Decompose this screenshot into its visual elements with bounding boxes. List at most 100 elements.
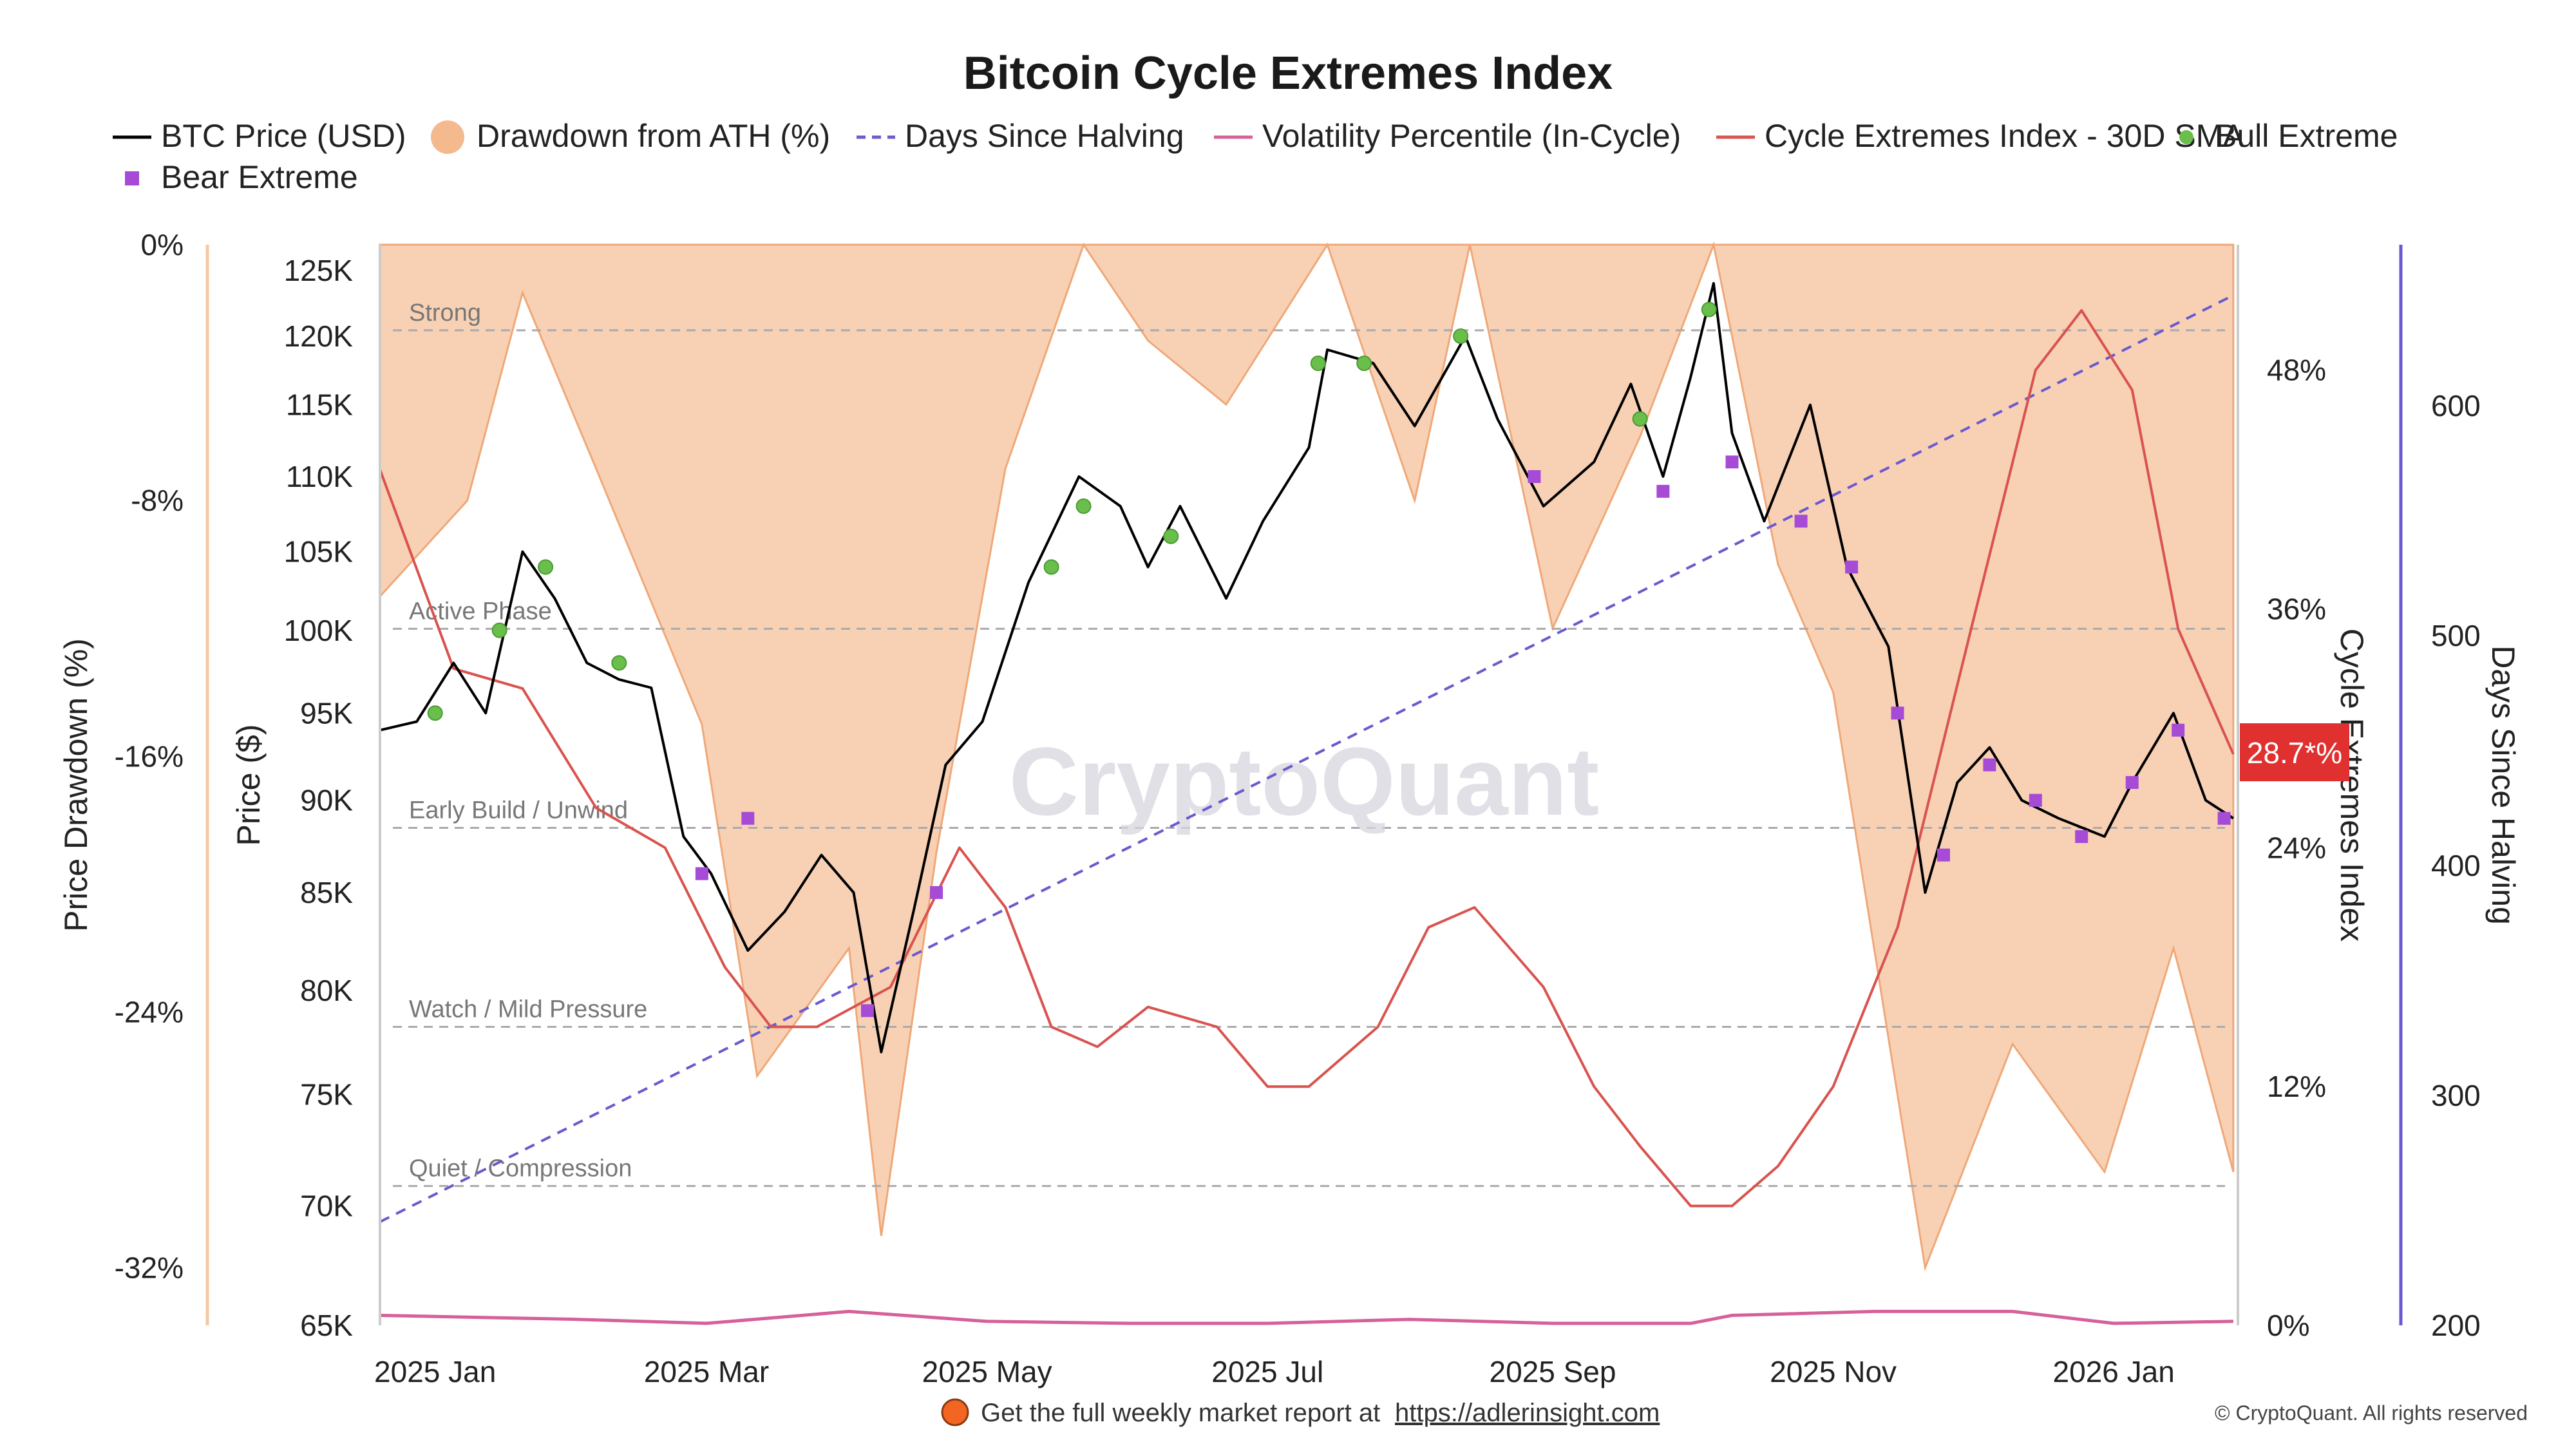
legend-item: Bear Extreme: [125, 159, 358, 195]
cei-tick-label: 0%: [2267, 1309, 2309, 1342]
bear-extreme-marker: [695, 867, 708, 880]
footer-link[interactable]: https://adlerinsight.com: [1395, 1399, 1660, 1427]
legend-swatch: [2179, 130, 2193, 144]
price-tick-label: 105K: [284, 535, 354, 569]
x-tick-label: 2025 Mar: [644, 1355, 769, 1388]
cei-tick-label: 36%: [2267, 592, 2326, 626]
bear-extreme-marker: [1725, 455, 1739, 469]
bear-extreme-marker: [860, 1004, 874, 1018]
bear-extreme-marker: [1528, 470, 1541, 484]
drawdown-tick-label: 0%: [141, 228, 184, 261]
band-label: Early Build / Unwind: [409, 797, 628, 824]
price-layer: [379, 281, 2234, 1054]
days-tick-label: 400: [2431, 849, 2481, 882]
price-tick-label: 65K: [300, 1309, 353, 1342]
volatility-line: [379, 1309, 2233, 1325]
legend-label: Bear Extreme: [161, 159, 358, 195]
price-tick-label: 80K: [300, 974, 353, 1007]
price-tick-label: 70K: [300, 1189, 353, 1222]
bull-extreme-marker: [1163, 528, 1179, 544]
bear-extreme-marker: [1656, 484, 1670, 498]
x-tick-label: 2025 Jan: [374, 1355, 496, 1388]
bear-extreme-marker: [2172, 723, 2185, 737]
cei-line: [379, 309, 2235, 1208]
markers-layer: [427, 301, 2231, 1018]
legend-label: Volatility Percentile (In-Cycle): [1262, 118, 1681, 154]
drawdown-tick-label: -24%: [115, 995, 184, 1028]
legend-label: Bull Extreme: [2215, 118, 2398, 154]
legend-item: Cycle Extremes Index - 30D SMA: [1716, 118, 2244, 154]
x-tick-label: 2025 Sep: [1489, 1355, 1616, 1388]
bear-extreme-marker: [2029, 793, 2042, 807]
drawdown-tick-label: -8%: [131, 484, 184, 517]
bull-extreme-marker: [1075, 498, 1092, 514]
bull-extreme-marker: [1701, 301, 1717, 317]
axes: 65K 70K 75K 80K 85K 90K 95K 100K 105K 110K 115K 120…: [58, 228, 2521, 1388]
bear-extreme-marker: [1983, 758, 1996, 772]
price-tick-label: 90K: [300, 784, 353, 817]
bear-extreme-marker: [1937, 848, 1950, 862]
drawdown-tick-label: -32%: [115, 1251, 184, 1285]
bear-extreme-marker: [2217, 811, 2231, 825]
days-tick-label: 600: [2431, 389, 2481, 422]
price-tick-label: 120K: [284, 319, 354, 353]
bull-extreme-marker: [1453, 328, 1469, 345]
bull-extreme-marker: [538, 559, 554, 575]
legend-item: Drawdown from ATH (%): [431, 118, 830, 154]
x-tick-label: 2025 Nov: [1770, 1355, 1897, 1388]
band-label: Strong: [409, 299, 481, 327]
volatility-layer: [379, 1309, 2233, 1325]
cei-tick-label: 48%: [2267, 354, 2326, 387]
bull-extreme-marker: [1310, 355, 1326, 372]
legend-item: Days Since Halving: [857, 118, 1184, 154]
price-tick-label: 100K: [284, 614, 354, 647]
current-value-label: 28.7*%: [2247, 736, 2342, 770]
bull-extreme-marker: [1632, 411, 1648, 427]
bull-extreme-marker: [611, 655, 627, 671]
legend-item: Bull Extreme: [2179, 118, 2398, 154]
days-axis-title: Days Since Halving: [2485, 645, 2521, 925]
legend: BTC Price (USD) Drawdown from ATH (%) Days…: [113, 118, 2398, 195]
bull-extreme-marker: [491, 622, 507, 638]
bear-extreme-marker: [1794, 515, 1808, 528]
bear-extreme-marker: [1891, 706, 1904, 720]
legend-item: Volatility Percentile (In-Cycle): [1214, 118, 1681, 154]
watermark: CryptoQuant: [1009, 727, 1600, 835]
orange-dot-icon: [941, 1398, 969, 1426]
band-label: Active Phase: [409, 598, 552, 625]
bull-extreme-marker: [427, 705, 443, 721]
bear-extreme-marker: [930, 886, 943, 899]
x-tick-label: 2026 Jan: [2053, 1355, 2175, 1388]
legend-label: Cycle Extremes Index - 30D SMA: [1765, 118, 2244, 154]
legend-swatch: [431, 120, 464, 154]
footer: Get the full weekly market report at htt…: [941, 1398, 2528, 1427]
price-tick-label: 110K: [286, 460, 353, 493]
bear-extreme-marker: [2125, 776, 2139, 790]
drawdown-axis-title: Price Drawdown (%): [58, 638, 94, 932]
band-label: Quiet / Compression: [409, 1155, 632, 1182]
days-tick-label: 300: [2431, 1079, 2481, 1112]
footer-text: Get the full weekly market report at: [981, 1399, 1380, 1427]
days-layer: [379, 294, 2234, 1224]
drawdown-layer: [379, 241, 2235, 1272]
legend-item: BTC Price (USD): [113, 118, 406, 154]
days-tick-label: 200: [2431, 1309, 2481, 1342]
bull-extreme-marker: [1043, 559, 1059, 575]
cei-tick-label: 24%: [2267, 831, 2326, 864]
bull-extreme-marker: [1356, 355, 1372, 372]
days-since-halving-line: [379, 294, 2234, 1224]
days-tick-label: 500: [2431, 619, 2481, 652]
x-tick-label: 2025 Jul: [1211, 1355, 1323, 1388]
current-value-badge: [2240, 723, 2349, 782]
bear-extreme-marker: [741, 811, 755, 825]
btc-price-line: [379, 281, 2234, 1054]
price-tick-label: 95K: [300, 696, 353, 730]
x-tick-label: 2025 May: [922, 1355, 1052, 1388]
band-label: Watch / Mild Pressure: [409, 996, 647, 1023]
cei-axis-title: Cycle Extremes Index: [2334, 629, 2370, 942]
chart-title: Bitcoin Cycle Extremes Index: [963, 48, 1613, 99]
price-tick-label: 75K: [300, 1078, 353, 1112]
copyright: © CryptoQuant. All rights reserved: [2215, 1401, 2528, 1425]
bear-extreme-marker: [1845, 560, 1859, 574]
